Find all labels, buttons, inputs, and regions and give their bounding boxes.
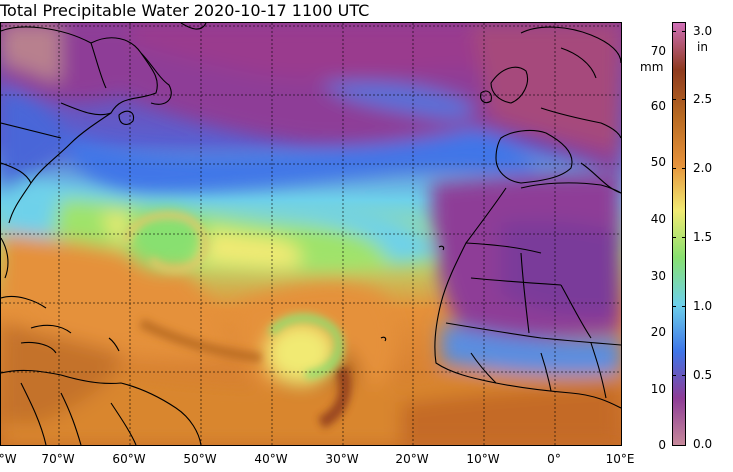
lon-label-40w: 40°W [254, 452, 288, 466]
lon-label-30w: 30°W [325, 452, 359, 466]
mm-tick-60: 60 [650, 99, 666, 113]
land-outlines [1, 23, 621, 445]
precipitable-water-map [0, 22, 622, 446]
lon-label-80w: 80°W [0, 452, 17, 466]
chart-title: Total Precipitable Water 2020-10-17 1100… [0, 1, 370, 20]
in-tick-2-5: 2.5 [693, 92, 713, 106]
mm-unit-label: mm [640, 60, 664, 74]
in-tick-3-0: 3.0 [693, 24, 713, 38]
lon-label-0: 0° [547, 452, 561, 466]
mm-tick-20: 20 [650, 325, 666, 339]
in-tick-0-0: 0.0 [693, 437, 713, 451]
mm-tick-30: 30 [650, 269, 666, 283]
in-unit-label: in [697, 40, 708, 54]
lon-label-70w: 70°W [41, 452, 75, 466]
mm-tick-40: 40 [650, 212, 666, 226]
colorbar [672, 22, 686, 446]
lon-label-50w: 50°W [183, 452, 217, 466]
mm-tick-70: 70 [650, 44, 666, 58]
in-tick-2-0: 2.0 [693, 161, 713, 175]
in-tick-1-0: 1.0 [693, 299, 713, 313]
lon-label-20w: 20°W [395, 452, 429, 466]
in-tick-0-5: 0.5 [693, 368, 713, 382]
mm-tick-50: 50 [650, 155, 666, 169]
mm-tick-0: 0 [658, 438, 666, 452]
lon-label-10e: 10°E [605, 452, 635, 466]
lon-label-60w: 60°W [112, 452, 146, 466]
in-tick-1-5: 1.5 [693, 230, 713, 244]
map-canvas [1, 23, 621, 445]
mm-tick-10: 10 [650, 382, 666, 396]
lon-label-10w: 10°W [466, 452, 500, 466]
graticule [1, 23, 621, 445]
